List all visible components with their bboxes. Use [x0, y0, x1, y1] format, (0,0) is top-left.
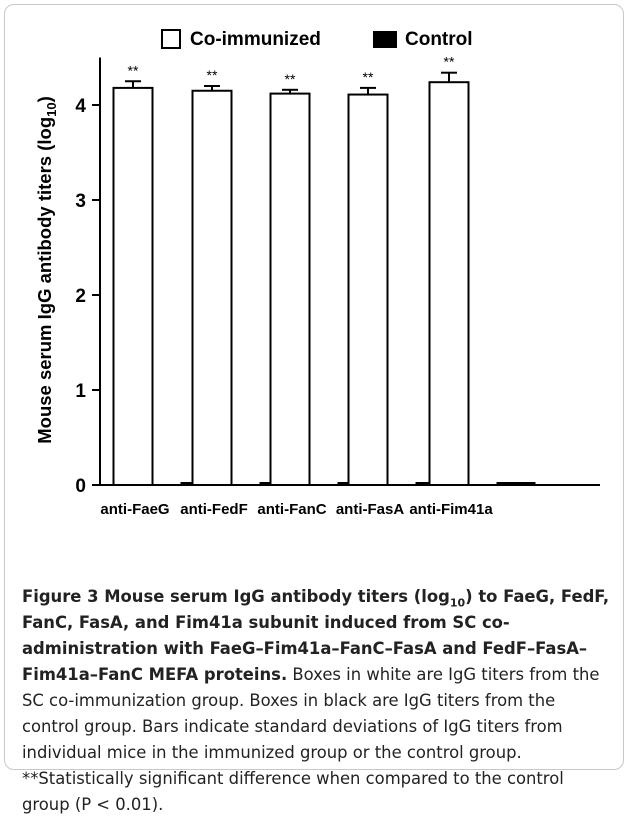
y-axis-label-main: Mouse serum IgG antibody titers (log — [34, 117, 55, 444]
figure-frame — [4, 4, 624, 770]
caption-title-part2: ) to FaeG, FedF, FanC, FasA, and Fim41a … — [22, 587, 610, 684]
significance-label: ** — [285, 71, 296, 87]
y-tick-label: 3 — [75, 191, 86, 212]
significance-label: ** — [363, 69, 374, 85]
y-tick-label: 4 — [75, 96, 86, 117]
y-axis-label-close: ) — [34, 96, 55, 102]
bar-control — [496, 482, 536, 485]
bar-co-immunized — [428, 81, 470, 486]
y-axis-label-sub: 10 — [44, 102, 59, 116]
legend: Co-immunized Control — [161, 29, 473, 50]
caption-title-sub: 10 — [449, 596, 466, 610]
x-tick-label: anti-Fim41a — [409, 501, 493, 518]
figure-caption: Figure 3 Mouse serum IgG antibody titers… — [22, 584, 614, 818]
legend-swatch-co-immunized — [161, 29, 181, 49]
x-tick-label: anti-FaeG — [100, 501, 169, 518]
bar-co-immunized — [269, 92, 311, 486]
y-tick-label: 1 — [75, 381, 86, 402]
significance-label: ** — [444, 54, 455, 70]
x-tick-label: anti-FedF — [180, 501, 248, 518]
bars: ** anti-FaeG ** anti-FedF ** anti-FanC ** anti-… — [100, 54, 536, 518]
y-tick-label: 2 — [75, 286, 86, 307]
x-tick-label: anti-FanC — [257, 501, 326, 518]
legend-swatch-control — [373, 31, 397, 48]
x-tick-label: anti-FasA — [336, 501, 405, 518]
significance-label: ** — [128, 62, 139, 78]
axes: 0 1 2 3 4 — [75, 57, 600, 497]
legend-label-control: Control — [405, 29, 473, 50]
caption-body: Boxes in white are IgG titers from the S… — [22, 665, 600, 814]
bar-chart: Co-immunized Control Mouse serum IgG ant… — [34, 29, 600, 518]
caption-title-part1: Mouse serum IgG antibody titers (log — [98, 587, 450, 606]
legend-label-co-immunized: Co-immunized — [190, 29, 321, 50]
significance-label: ** — [207, 67, 218, 83]
caption-figure-label: Figure 3 — [22, 587, 99, 606]
bar-co-immunized — [112, 86, 154, 487]
y-tick-label: 0 — [75, 476, 86, 497]
bar-co-immunized — [347, 93, 389, 487]
bar-co-immunized — [191, 89, 233, 486]
y-axis-label: Mouse serum IgG antibody titers (log10) — [34, 96, 59, 444]
